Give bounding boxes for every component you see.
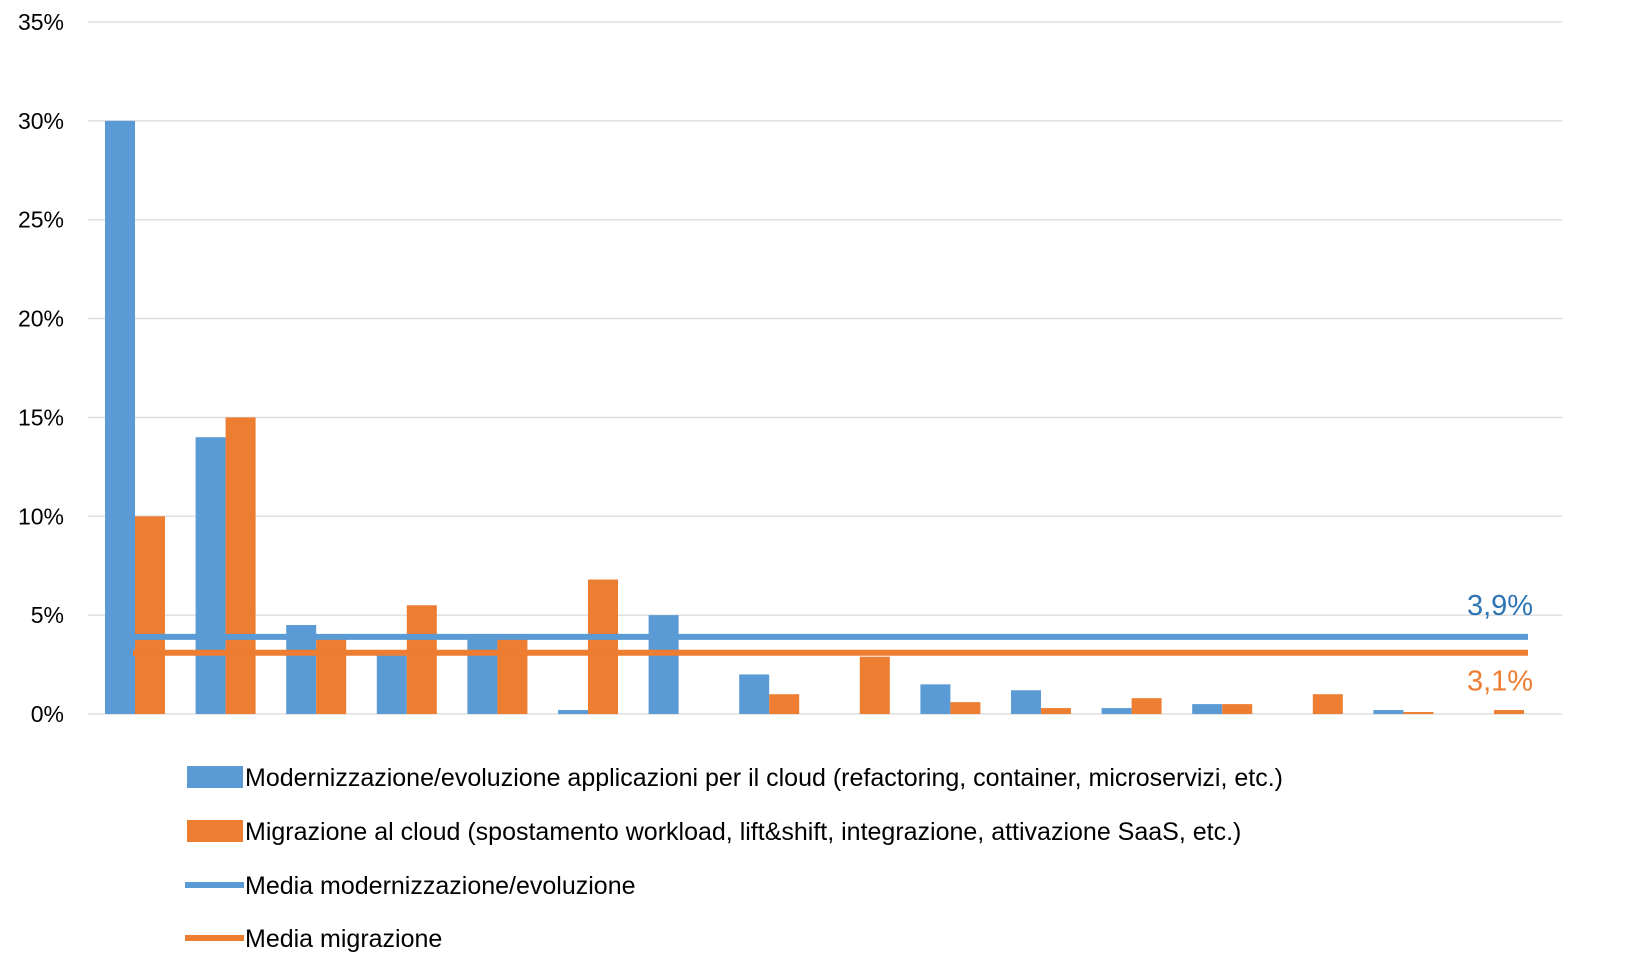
bar-migrazione <box>769 694 800 714</box>
bar-migrazione <box>1041 708 1071 714</box>
y-tick-label: 10% <box>18 503 64 529</box>
average-lines: 3,9% 3,1% <box>133 590 1533 698</box>
bar-migrazione <box>1403 712 1434 714</box>
bar-migrazione <box>588 579 618 714</box>
y-tick-label: 30% <box>18 108 64 134</box>
average-label: 3,9% <box>1467 590 1533 622</box>
bar-modernizzazione <box>1373 710 1404 714</box>
y-axis-ticks: 0% 5% 10% 15% 20% 25% 30% 35% <box>18 9 64 727</box>
bar-modernizzazione <box>648 615 679 714</box>
bar-migrazione <box>1494 710 1524 714</box>
bar-migrazione <box>135 516 165 714</box>
bar-modernizzazione <box>1192 704 1223 714</box>
average-label: 3,1% <box>1467 666 1533 698</box>
bar-modernizzazione <box>558 710 588 714</box>
bar-migrazione <box>225 417 256 714</box>
legend-label: Media modernizzazione/evoluzione <box>245 872 636 900</box>
bar-migrazione <box>1222 704 1253 714</box>
y-tick-label: 20% <box>18 306 64 332</box>
legend-label: Modernizzazione/evoluzione applicazioni … <box>245 764 1283 792</box>
y-tick-label: 35% <box>18 9 64 35</box>
bar-modernizzazione <box>467 634 498 714</box>
bars <box>105 120 1524 715</box>
y-tick-label: 15% <box>18 404 64 430</box>
legend-label: Migrazione al cloud (spostamento workloa… <box>245 818 1241 846</box>
bar-migrazione <box>859 656 890 714</box>
bar-modernizzazione <box>195 437 226 714</box>
legend-label: Media migrazione <box>245 925 442 953</box>
bar-migrazione <box>950 702 981 714</box>
bar-modernizzazione <box>376 654 407 714</box>
bar-modernizzazione <box>739 674 770 714</box>
bar-migrazione <box>1131 698 1162 714</box>
bar-modernizzazione <box>105 120 135 715</box>
y-tick-label: 0% <box>31 701 64 727</box>
legend-swatch <box>187 820 243 842</box>
bar-migrazione <box>316 634 347 714</box>
bar-modernizzazione <box>1011 690 1041 714</box>
bar-migrazione <box>1312 694 1343 714</box>
legend-swatch <box>187 766 243 788</box>
bar-migrazione <box>406 605 437 714</box>
y-tick-label: 25% <box>18 207 64 233</box>
gridlines <box>88 21 1562 715</box>
bar-modernizzazione <box>1101 708 1132 714</box>
bar-modernizzazione <box>920 684 951 714</box>
legend: Modernizzazione/evoluzione applicazioni … <box>185 764 1283 953</box>
y-tick-label: 5% <box>31 602 64 628</box>
